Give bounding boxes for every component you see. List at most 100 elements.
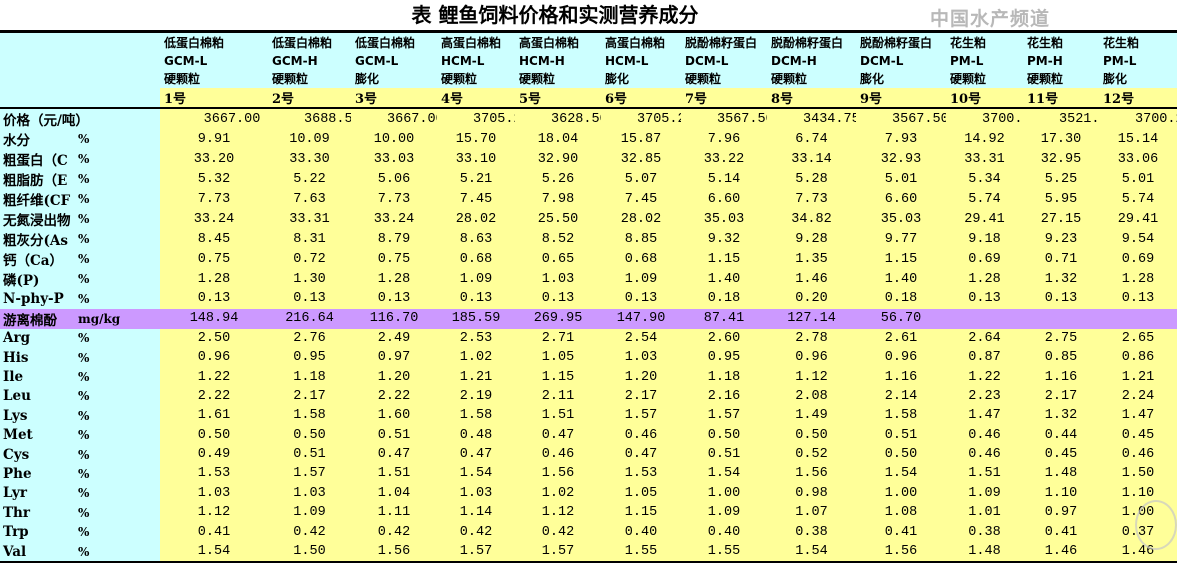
column-number: 1号: [160, 88, 268, 110]
column-number: 11号: [1023, 88, 1099, 110]
table-cell: 0.45: [1099, 425, 1177, 445]
row-label: Lys: [0, 406, 78, 426]
column-header-form: 膨化: [1099, 69, 1177, 89]
row-label: 无氮浸出物: [0, 209, 78, 230]
table-row: 价格（元/吨）3667.003688.503667.003705.253628.…: [0, 108, 1177, 130]
row-label: Lyr: [0, 483, 78, 504]
table-cell: 1.53: [601, 464, 681, 484]
row-label: Phe: [0, 464, 78, 484]
table-cell: 0.87: [946, 347, 1023, 368]
row-unit: %: [78, 149, 160, 170]
table-cell: 0.47: [515, 425, 601, 445]
column-header-form: 膨化: [351, 69, 437, 89]
row-unit: %: [78, 249, 160, 270]
table-cell: 33.10: [437, 149, 515, 170]
table-cell: 0.13: [268, 289, 351, 309]
table-cell: 1.09: [268, 503, 351, 523]
table-cell: 1.57: [681, 406, 767, 426]
table-cell: 56.70: [856, 308, 946, 329]
column-header-name: 高蛋白棉粕: [437, 33, 515, 52]
table-cell: 0.69: [946, 249, 1023, 270]
table-cell: 0.41: [856, 522, 946, 542]
table-cell: 8.63: [437, 229, 515, 250]
table-cell: 2.16: [681, 386, 767, 407]
table-cell: 0.52: [767, 444, 856, 465]
column-header-code: PM-L: [1099, 51, 1177, 70]
table-cell: 32.93: [856, 149, 946, 170]
table-cell: 2.65: [1099, 328, 1177, 348]
table-cell: 3567.50: [856, 108, 946, 130]
table-cell: 1.02: [437, 347, 515, 368]
table-cell: 0.51: [681, 444, 767, 465]
table-cell: 1.50: [1099, 464, 1177, 484]
table-cell: 1.48: [1023, 464, 1099, 484]
table-row: 水分% 9.91 10.09 10.00 15.70 18.04 15.87 7.96 6.74…: [0, 129, 1177, 150]
table-cell: 0.51: [856, 425, 946, 445]
table-cell: 1.21: [1099, 367, 1177, 387]
table-cell: 0.42: [268, 522, 351, 542]
table-cell: 2.49: [351, 328, 437, 348]
row-unit: %: [78, 209, 160, 230]
table-cell: 25.50: [515, 209, 601, 230]
table-cell: 7.73: [767, 189, 856, 210]
table-cell: 1.04: [351, 483, 437, 504]
table-cell: 2.75: [1023, 328, 1099, 348]
header-row-number: 1号 2号 3号 4号 5号 6号 7号 8号 9号 10号 11号 12号: [0, 88, 1177, 110]
table-cell: 1.54: [437, 464, 515, 484]
table-cell: 7.98: [515, 189, 601, 210]
table-row: 无氮浸出物% 33.24 33.31 33.24 28.02 25.50 28.02 35.0…: [0, 209, 1177, 230]
table-cell: 33.30: [268, 149, 351, 170]
column-header-code: GCM-L: [160, 51, 268, 70]
column-header-code: GCM-L: [351, 51, 437, 70]
table-cell: 33.20: [160, 149, 268, 170]
globe-icon: [1135, 500, 1177, 550]
table-cell: 1.51: [351, 464, 437, 484]
table-cell: 2.54: [601, 328, 681, 348]
table-cell: 5.95: [1023, 189, 1099, 210]
table-cell: 1.55: [601, 541, 681, 563]
row-label: Met: [0, 425, 78, 445]
table-row: 粗脂肪（E% 5.32 5.22 5.06 5.21 5.26 5.07 5.14 5.28 5.…: [0, 169, 1177, 190]
column-header-code: PM-L: [946, 51, 1023, 70]
table-cell: [946, 308, 1023, 329]
table-cell: 35.03: [681, 209, 767, 230]
row-unit: %: [78, 386, 160, 407]
column-header-form: 硬颗粒: [268, 69, 351, 89]
table-cell: 5.07: [601, 169, 681, 190]
table-cell: 0.18: [681, 289, 767, 309]
column-number: 10号: [946, 88, 1023, 110]
column-header-form: 硬颗粒: [160, 69, 268, 89]
column-header-form: 膨化: [856, 69, 946, 89]
table-cell: 2.71: [515, 328, 601, 348]
column-header-name: 高蛋白棉粕: [515, 33, 601, 52]
table-cell: 1.09: [601, 269, 681, 290]
table-cell: 1.28: [351, 269, 437, 290]
table-cell: 0.13: [437, 289, 515, 309]
row-label: 水分: [0, 129, 78, 150]
table-cell: 7.93: [856, 129, 946, 150]
table-cell: 0.49: [160, 444, 268, 465]
table-cell: 8.52: [515, 229, 601, 250]
table-cell: 0.13: [515, 289, 601, 309]
table-cell: 1.02: [515, 483, 601, 504]
table-cell: 3567.50: [681, 108, 767, 130]
table-cell: 1.32: [1023, 269, 1099, 290]
header-row-form: 硬颗粒 硬颗粒 膨化 硬颗粒 硬颗粒 膨化 硬颗粒 硬颗粒 膨化 硬颗粒 硬颗粒 膨化: [0, 69, 1177, 89]
table-cell: 1.58: [437, 406, 515, 426]
table-cell: 1.35: [767, 249, 856, 270]
table-cell: 1.01: [946, 503, 1023, 523]
table-row: 粗蛋白（C% 33.20 33.30 33.03 33.10 32.90 32.85 33.2…: [0, 149, 1177, 170]
table-cell: 9.91: [160, 129, 268, 150]
table-row: Ile% 1.22 1.18 1.20 1.21 1.15 1.20 1.18 1.12 1.16…: [0, 367, 1177, 387]
row-label: 价格（元/吨）: [0, 108, 160, 130]
row-label: Thr: [0, 503, 78, 523]
row-label: Val: [0, 541, 78, 563]
table-cell: 0.46: [601, 425, 681, 445]
table-row: 游离棉酚 mg/kg 148.94 216.64 116.70 185.59 269.95 1…: [0, 308, 1177, 329]
row-unit: %: [78, 169, 160, 190]
table-cell: 1.15: [681, 249, 767, 270]
header-blank: [0, 33, 160, 52]
table-title: 表 鲤鱼饲料价格和实测营养成分: [411, 3, 699, 27]
table-cell: 148.94: [160, 308, 268, 329]
table-cell: 1.57: [268, 464, 351, 484]
